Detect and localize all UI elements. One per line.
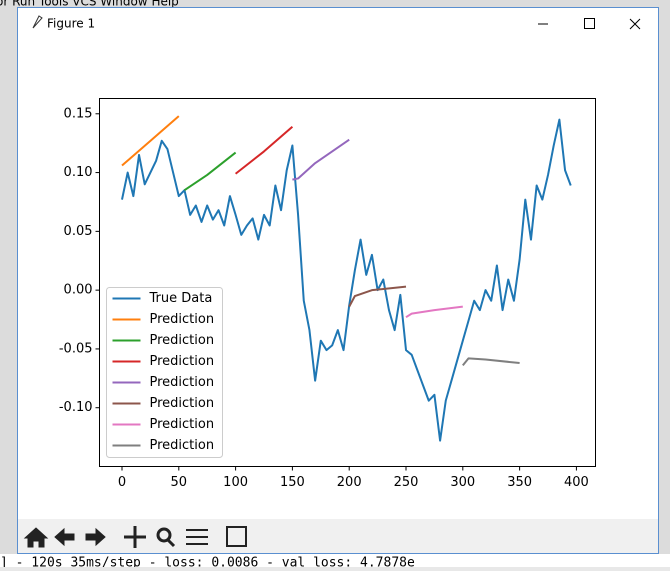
- x-tick-label: 100: [223, 475, 248, 490]
- x-tick-label: 350: [507, 475, 532, 490]
- save-button[interactable]: [226, 526, 247, 547]
- legend-label: Prediction: [150, 417, 215, 432]
- data-line: [462, 357, 520, 367]
- x-tick-label: 0: [118, 475, 126, 490]
- x-tick-label: 150: [280, 475, 305, 490]
- legend-label: Prediction: [150, 312, 215, 327]
- close-button[interactable]: [629, 18, 641, 30]
- x-tick-label: 400: [564, 475, 589, 490]
- x-tick-label: 250: [394, 475, 419, 490]
- y-tick-label: 0.00: [64, 283, 93, 298]
- window-icon: [32, 15, 43, 29]
- y-tick-label: 0.05: [64, 224, 93, 239]
- console-text: ] - 120s 35ms/step - loss: 0.0086 - val_…: [0, 556, 415, 568]
- data-line: [234, 125, 294, 175]
- y-tick-label: 0.15: [64, 106, 93, 121]
- data-line: [348, 285, 407, 308]
- y-tick-label: -0.10: [59, 400, 93, 415]
- toolbar-icons: [23, 526, 247, 548]
- legend-label: True Data: [149, 291, 213, 306]
- y-tick-label: 0.10: [64, 165, 93, 180]
- legend-label: Prediction: [150, 354, 215, 369]
- toolbar: [18, 519, 658, 553]
- configure-button[interactable]: [186, 529, 208, 545]
- data-line: [121, 115, 180, 167]
- x-tick-label: 200: [337, 475, 362, 490]
- x-tick-label: 50: [171, 475, 188, 490]
- data-line: [183, 151, 237, 192]
- data-line: [292, 138, 350, 181]
- legend-box: [106, 287, 223, 458]
- legend-label: Prediction: [150, 333, 215, 348]
- maximize-button[interactable]: [584, 18, 595, 29]
- legend-label: Prediction: [150, 375, 215, 390]
- legend-label: Prediction: [150, 438, 215, 453]
- console-strip: [0, 554, 670, 567]
- x-tick-label: 300: [450, 475, 475, 490]
- plot: 0 50 100 150 200 250 300 350 400 -0.10 -0.05 0.00 0.…: [59, 106, 589, 490]
- forward-button[interactable]: [85, 527, 106, 547]
- pan-button[interactable]: [124, 526, 146, 548]
- data-line: [405, 305, 463, 319]
- zoom-button[interactable]: [156, 527, 176, 548]
- ide-menu: or Run Tools VCS Window Help: [0, 0, 179, 9]
- legend-label: Prediction: [150, 396, 215, 411]
- window-title: Figure 1: [47, 17, 95, 31]
- home-button[interactable]: [23, 527, 49, 548]
- data-line: [121, 118, 572, 442]
- back-button[interactable]: [54, 527, 75, 547]
- y-tick-label: -0.05: [59, 341, 93, 356]
